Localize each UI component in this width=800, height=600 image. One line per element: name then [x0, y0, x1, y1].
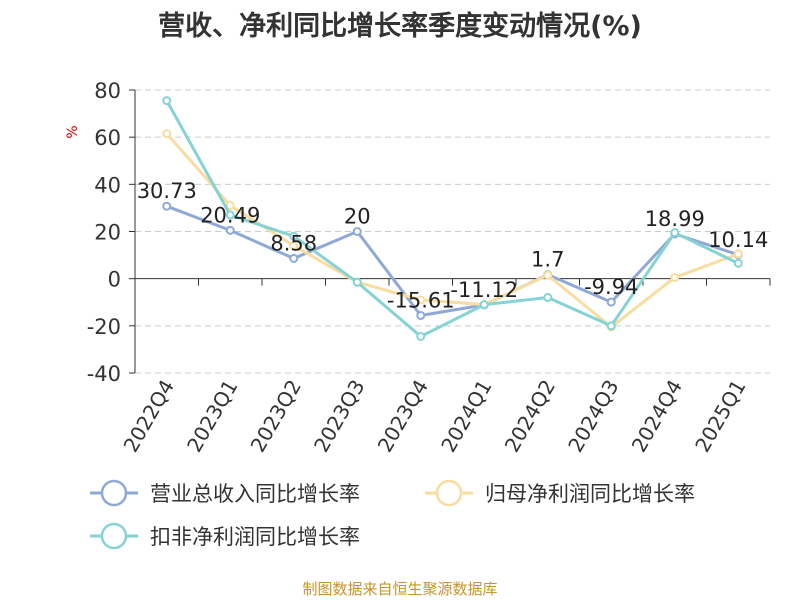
- data-label: -15.61: [387, 288, 455, 312]
- data-point: [670, 272, 680, 282]
- data-label: -11.12: [450, 278, 518, 302]
- chart-title: 营收、净利同比增长率季度变动情况(%): [158, 11, 642, 42]
- x-tick-label: 2024Q4: [627, 376, 687, 457]
- data-point: [289, 253, 299, 263]
- y-tick-label: 0: [108, 268, 121, 292]
- legend-label: 扣非净利润同比增长率: [150, 525, 360, 549]
- data-point: [225, 225, 235, 235]
- legend-label: 营业总收入同比增长率: [150, 482, 360, 506]
- data-point: [162, 96, 172, 106]
- y-tick-label: 20: [94, 221, 121, 245]
- legend-marker: [435, 479, 463, 507]
- data-label: -9.94: [584, 275, 638, 299]
- x-tick-label: 2024Q3: [563, 376, 623, 457]
- data-point: [225, 210, 235, 220]
- data-point: [543, 270, 553, 280]
- data-point: [352, 227, 362, 236]
- data-label: 30.73: [137, 179, 197, 203]
- y-tick-label: 40: [94, 173, 121, 197]
- data-point: [416, 310, 426, 320]
- grid-lines: [135, 89, 770, 374]
- legend-label: 归母净利润同比增长率: [485, 482, 695, 506]
- y-tick-label: -20: [87, 315, 121, 339]
- data-point: [289, 241, 299, 251]
- series-lines: [162, 96, 743, 341]
- data-point: [352, 277, 362, 287]
- data-point: [479, 300, 489, 310]
- x-tick-label: 2023Q2: [246, 376, 306, 457]
- x-tick-label: 2022Q4: [119, 376, 179, 457]
- x-tick-label: 2025Q1: [690, 376, 750, 457]
- data-point: [162, 129, 172, 139]
- legend-marker: [100, 522, 128, 550]
- data-point: [416, 331, 426, 341]
- data-point: [225, 201, 235, 211]
- y-tick-label: -40: [87, 362, 121, 386]
- x-tick-label: 2024Q1: [436, 376, 496, 457]
- data-label: 10.14: [708, 228, 768, 252]
- series-line: [165, 99, 740, 338]
- data-point: [543, 293, 553, 303]
- data-point: [289, 231, 299, 241]
- data-point: [670, 228, 680, 238]
- y-tick-label: 80: [94, 79, 121, 103]
- data-label: 20: [344, 205, 371, 229]
- legend-marker: [100, 479, 128, 507]
- x-tick-label: 2023Q4: [373, 376, 433, 457]
- x-tick-label: 2024Q2: [500, 376, 560, 457]
- source-note: 制图数据来自恒生聚源数据库: [302, 580, 498, 598]
- data-point: [733, 249, 743, 259]
- series-line: [165, 204, 740, 317]
- data-label: 20.49: [200, 203, 260, 227]
- data-point: [416, 295, 426, 305]
- y-tick-label: 60: [94, 126, 121, 150]
- data-label: 8.58: [270, 231, 317, 255]
- data-point: [606, 297, 616, 307]
- data-point: [606, 321, 616, 331]
- x-tick-label: 2023Q1: [182, 376, 242, 457]
- data-point: [733, 258, 743, 268]
- x-tick-label: 2023Q3: [309, 376, 369, 457]
- data-point: [162, 201, 172, 211]
- y-axis-label: %: [65, 125, 81, 138]
- data-label: 18.99: [645, 207, 705, 231]
- data-label: 1.7: [531, 248, 564, 272]
